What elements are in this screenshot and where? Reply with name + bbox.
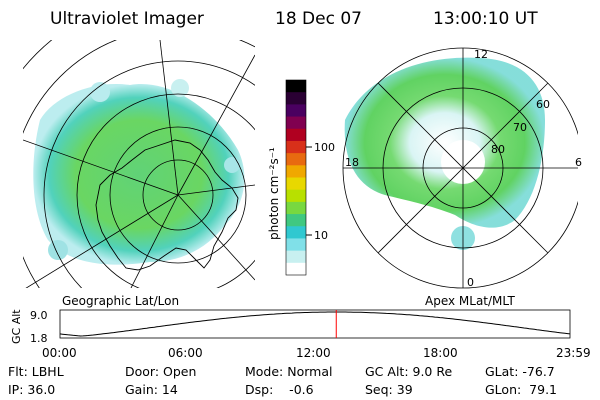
- gain-status: Gain: 14: [125, 382, 178, 397]
- colorbar-segment: [286, 177, 306, 191]
- colorbar-tick-label: 100: [314, 141, 335, 154]
- mlt-label-6: 6: [575, 156, 582, 169]
- meridian-line: [23, 139, 179, 196]
- altitude-plot-frame: [59, 309, 571, 339]
- colorbar-segment: [286, 165, 306, 178]
- glon-status: GLon: 79.1: [485, 382, 557, 397]
- meridian-line: [177, 184, 255, 196]
- image-time: 13:00:10 UT: [433, 9, 538, 29]
- time-tick-label: 06:00: [168, 346, 203, 360]
- colorbar-segment: [286, 80, 306, 93]
- colorbar-segment: [286, 92, 306, 105]
- time-tick-label: 18:00: [423, 346, 458, 360]
- gc-alt-status: GC Alt: 9.0 Re: [365, 364, 453, 379]
- left-map-label: Geographic Lat/Lon: [62, 294, 179, 308]
- colorbar-segment: [286, 238, 306, 252]
- magnetic-map: [342, 47, 578, 289]
- altitude-tick-label: 9.0: [30, 309, 48, 322]
- meridian-line: [177, 194, 255, 281]
- meridian-line: [159, 40, 179, 196]
- mlat-label-70: 70: [513, 121, 527, 134]
- filter-status: Flt: LBHL: [8, 364, 64, 379]
- mlt-label-18: 18: [345, 156, 359, 169]
- mlt-label-0: 0: [467, 276, 474, 289]
- antarctica-coastline: [95, 139, 239, 271]
- seq-status: Seq: 39: [365, 382, 413, 397]
- color-bar: [285, 79, 307, 276]
- meridian-line: [130, 194, 179, 288]
- image-date: 18 Dec 07: [275, 9, 362, 29]
- glat-status: GLat: -76.7: [485, 364, 555, 379]
- colorbar-segment: [286, 262, 306, 276]
- altitude-tick-label: 1.8: [30, 332, 48, 345]
- aurora-emission-right: [344, 57, 545, 228]
- colorbar-segment: [286, 116, 306, 130]
- altitude-curve: [59, 311, 571, 337]
- colorbar-segment: [286, 214, 306, 227]
- instrument-title: Ultraviolet Imager: [50, 9, 204, 29]
- colorbar-segment: [286, 153, 306, 166]
- colorbar-segment: [286, 128, 306, 142]
- time-tick-label: 00:00: [42, 346, 77, 360]
- emission-patch: [48, 240, 68, 260]
- time-tick-label: 23:59: [556, 346, 591, 360]
- colorbar-tick-label: 10: [314, 229, 328, 242]
- time-tick-label: 12:00: [296, 346, 331, 360]
- colorbar-segment: [286, 250, 306, 264]
- colorbar-segment: [286, 226, 306, 239]
- latitude-circle: [142, 159, 214, 231]
- altitude-axis-label: GC Alt: [10, 309, 23, 344]
- colorbar-segment: [286, 140, 306, 154]
- aurora-emission-left: [33, 84, 245, 265]
- latitude-circle: [76, 93, 255, 288]
- geographic-map: [23, 40, 255, 288]
- colorbar-unit-label: photon cm⁻²s⁻¹: [267, 147, 281, 240]
- meridian-line: [177, 54, 255, 196]
- door-status: Door: Open: [125, 364, 197, 379]
- mlat-label-80: 80: [491, 143, 505, 156]
- emission-patch: [224, 157, 240, 173]
- mlat-label-60: 60: [536, 98, 550, 111]
- emission-patch: [171, 79, 189, 97]
- colorbar-segment: [286, 201, 306, 215]
- altitude-plot: [59, 309, 571, 339]
- mode-status: Mode: Normal: [245, 364, 333, 379]
- mlt-label-12: 12: [474, 48, 488, 61]
- right-map-label: Apex MLat/MLT: [425, 294, 515, 308]
- mlt-line-diagonal: [377, 82, 549, 254]
- colorbar-segment: [286, 104, 306, 118]
- colorbar-segment: [286, 189, 306, 203]
- latitude-circle: [43, 60, 255, 288]
- meridian-line: [25, 194, 179, 288]
- latitude-circle: [109, 126, 247, 264]
- colorbar-frame: [285, 79, 307, 276]
- ip-status: IP: 36.0: [8, 382, 56, 397]
- emission-patch: [90, 82, 110, 102]
- dsp-status: Dsp: -0.6: [245, 382, 314, 397]
